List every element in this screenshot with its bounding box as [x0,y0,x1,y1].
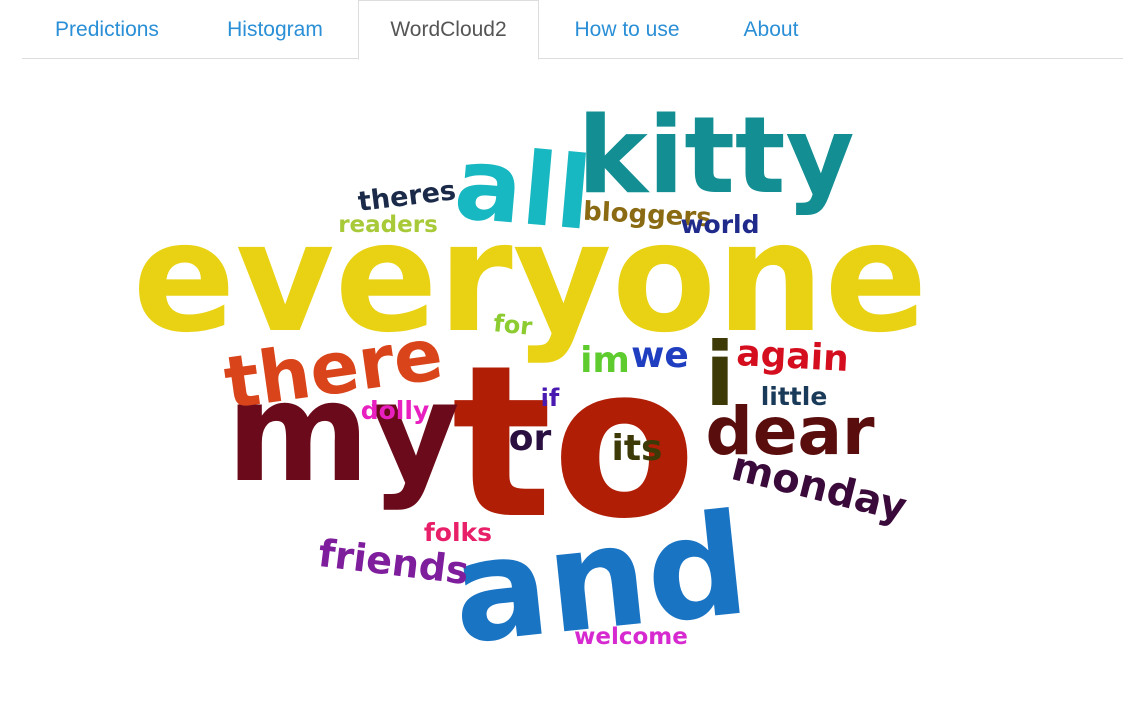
word-or: or [509,418,552,459]
word-little: little [761,382,828,411]
word-readers: readers [338,212,438,238]
word-cloud: everyone to my and kitty all there dear … [132,94,927,676]
tab-wordcloud2[interactable]: WordCloud2 [358,0,539,60]
word-again: again [735,333,849,380]
word-we: we [631,335,689,376]
tab-histogram[interactable]: Histogram [227,17,323,41]
word-everyone: everyone [132,189,927,366]
tab-predictions[interactable]: Predictions [55,17,159,41]
word-and: and [445,483,755,676]
word-world: world [680,210,759,239]
word-for: for [492,309,534,341]
word-all: all [450,124,596,252]
tab-about[interactable]: About [743,17,799,41]
word-kitty: kitty [577,94,854,217]
word-dear: dear [705,393,875,470]
word-its: its [612,428,663,469]
word-folks: folks [424,518,492,547]
word-i: i [705,323,735,426]
word-to: to [452,320,697,565]
tab-how-to-use[interactable]: How to use [574,17,680,41]
word-if: if [541,384,560,412]
word-my: my [226,352,460,513]
tab-bar: Predictions Histogram WordCloud2 How to … [22,0,1123,60]
word-welcome: welcome [574,624,688,650]
word-dolly: dolly [361,396,430,425]
word-im: im [580,340,630,381]
word-bloggers: bloggers [582,197,712,234]
